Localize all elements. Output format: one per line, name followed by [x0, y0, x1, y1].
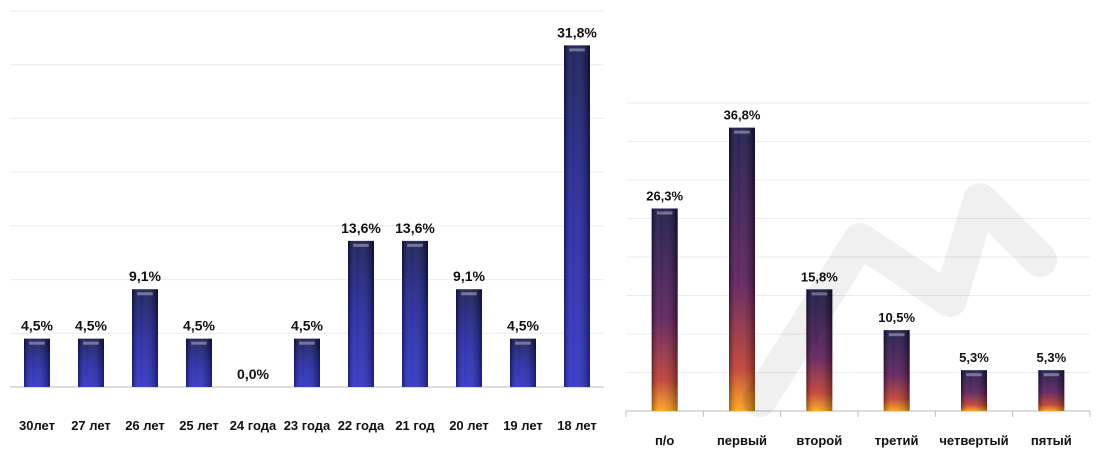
age-chart-bar-highlight — [83, 341, 99, 345]
age-chart-data-label: 4,5% — [507, 318, 539, 334]
age-chart-bar-shading — [186, 338, 212, 387]
age-chart-x-tick: 20 лет — [449, 418, 489, 433]
course-chart-data-label: 36,8% — [724, 108, 761, 123]
age-chart-x-tick: 25 лет — [179, 418, 219, 433]
age-chart-gridlines — [10, 10, 604, 388]
course-chart-bar-shading — [961, 370, 987, 411]
age-chart-bar-highlight — [569, 48, 585, 52]
age-chart-x-tick: 24 года — [230, 418, 277, 433]
age-chart-bar-highlight — [407, 243, 423, 247]
course-chart-data-label: 10,5% — [878, 310, 915, 325]
age-chart-data-label: 0,0% — [237, 366, 269, 382]
course-chart-x-ticks: п/о первый второй третий четвертый пятый — [655, 433, 1072, 448]
course-chart-bar-shading — [883, 330, 910, 411]
age-chart-data-label: 9,1% — [453, 268, 485, 284]
age-chart-bar-highlight — [515, 341, 531, 345]
age-chart-bar-highlight — [191, 341, 207, 345]
course-chart-bar-highlight — [966, 373, 982, 377]
course-chart-bar-shading — [651, 208, 678, 411]
course-chart-bar-shading — [806, 289, 833, 411]
course-chart-x-tick: третий — [875, 433, 919, 448]
watermark-shape — [743, 183, 1057, 417]
course-chart-data-labels: 26,3% 36,8% 15,8% 10,5% 5,3% 5,3% — [646, 108, 1066, 366]
age-chart-bar-shading — [294, 338, 320, 387]
age-chart-data-label: 4,5% — [75, 318, 107, 334]
course-chart-data-label: 5,3% — [959, 350, 989, 365]
course-chart-bar-highlight — [811, 292, 828, 296]
course-chart-bars — [651, 127, 1065, 411]
course-chart-x-tick: п/о — [655, 433, 674, 448]
age-chart-data-label: 4,5% — [291, 318, 323, 334]
age-chart-bar-highlight — [29, 341, 45, 345]
age-chart-data-labels: 4,5% 4,5% 9,1% 4,5% 0,0% 4,5% 13,6% 13,6% 9,1% 4,… — [21, 24, 597, 382]
course-chart-data-label: 26,3% — [646, 188, 683, 203]
age-chart-x-tick: 21 год — [395, 418, 435, 433]
age-chart-bar-shading — [348, 240, 374, 387]
course-chart-x-tick: второй — [796, 433, 842, 448]
course-chart-x-tick: пятый — [1031, 433, 1072, 448]
course-chart-bar-highlight — [1043, 373, 1060, 377]
course-chart-bar-shading — [1038, 370, 1065, 411]
course-chart-bar-highlight — [888, 333, 905, 337]
course-chart-x-tick: четвертый — [939, 433, 1008, 448]
age-chart-bar-highlight — [299, 341, 315, 345]
age-chart-data-label: 13,6% — [395, 220, 435, 236]
age-bar-chart: 4,5% 4,5% 9,1% 4,5% 0,0% 4,5% 13,6% 13,6% 9,1% 4,… — [10, 10, 604, 433]
age-chart-data-label: 9,1% — [129, 268, 161, 284]
age-chart-x-tick: 18 лет — [557, 418, 597, 433]
course-chart-data-label: 5,3% — [1037, 350, 1067, 365]
age-chart-x-tick: 19 лет — [503, 418, 543, 433]
age-chart-x-tick: 22 года — [338, 418, 385, 433]
age-chart-x-tick: 23 года — [284, 418, 331, 433]
age-chart-bar-shading — [78, 338, 104, 387]
age-chart-data-label: 31,8% — [557, 24, 597, 40]
course-chart-data-label: 15,8% — [801, 269, 838, 284]
age-chart-x-tick: 27 лет — [71, 418, 111, 433]
age-chart-bar-shading — [456, 289, 482, 387]
age-chart-bar-highlight — [461, 292, 477, 296]
course-chart-bar-highlight — [656, 211, 673, 215]
age-chart-bar-shading — [132, 289, 158, 387]
age-chart-x-tick: 26 лет — [125, 418, 165, 433]
course-chart-gridlines — [625, 102, 1091, 417]
age-chart-bar-highlight — [353, 243, 369, 247]
age-chart-data-label: 4,5% — [183, 318, 215, 334]
age-chart-data-label: 4,5% — [21, 318, 53, 334]
course-chart-x-tick: первый — [717, 433, 767, 448]
course-chart-bar-highlight — [734, 130, 750, 134]
age-chart-bar-shading — [510, 338, 536, 387]
age-chart-bars — [24, 45, 590, 388]
age-chart-bar-shading — [24, 338, 50, 387]
age-chart-data-label: 13,6% — [341, 220, 381, 236]
age-chart-x-ticks: 30лет 27 лет 26 лет 25 лет 24 года 23 года 22 … — [19, 418, 597, 433]
course-chart-bar-shading — [729, 127, 755, 411]
age-chart-bar-shading — [402, 240, 428, 387]
age-chart-x-tick: 30лет — [19, 418, 55, 433]
age-chart-bar-shading — [564, 45, 590, 388]
age-chart-bar-highlight — [137, 292, 153, 296]
course-bar-chart: 26,3% 36,8% 15,8% 10,5% 5,3% 5,3% п/о первый вт… — [625, 102, 1091, 448]
